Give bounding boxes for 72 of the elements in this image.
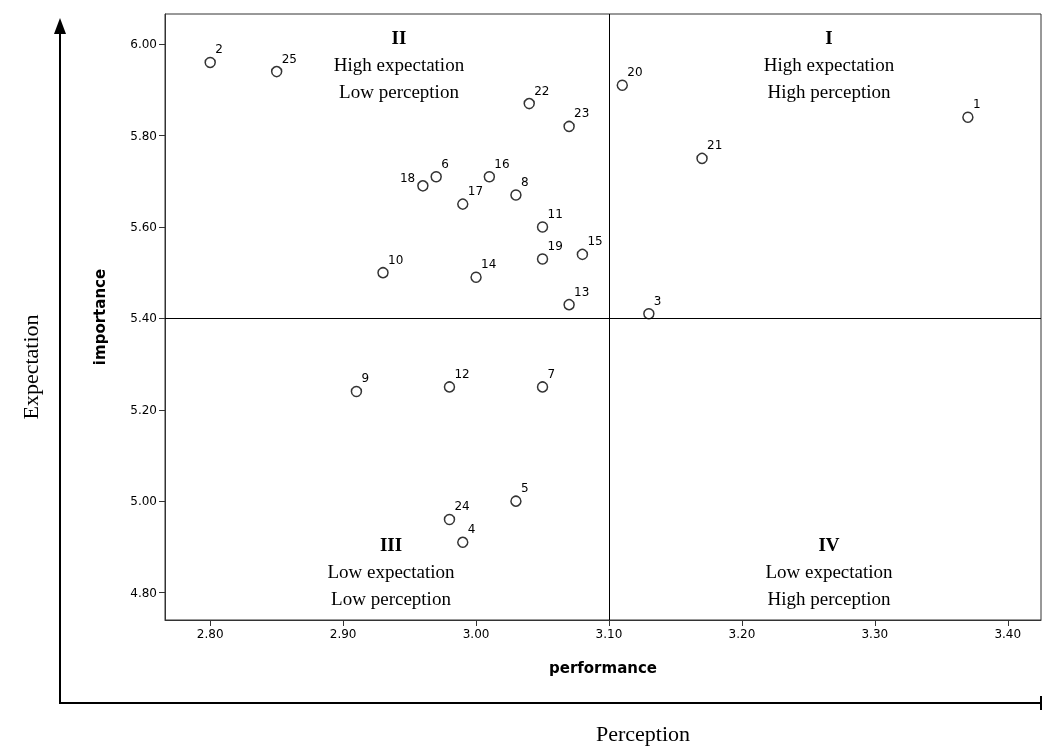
annotation: 8 xyxy=(520,174,529,189)
annotation: 24 xyxy=(454,499,470,514)
point xyxy=(483,170,496,183)
point xyxy=(443,381,456,393)
annotation: II High expectation Low perception xyxy=(333,27,465,102)
point xyxy=(270,65,283,78)
point xyxy=(350,385,363,398)
point xyxy=(510,189,522,201)
point xyxy=(377,266,389,279)
point xyxy=(696,152,708,165)
y-tick-label: 5.40 xyxy=(130,311,157,326)
point xyxy=(962,111,974,124)
point xyxy=(443,513,456,526)
x-axis-title: performance xyxy=(548,658,658,677)
point xyxy=(536,221,549,233)
annotation: 9 xyxy=(361,371,370,386)
y-tick-label: 5.60 xyxy=(130,219,157,234)
y-tick-label: 5.00 xyxy=(130,494,157,509)
annotation: 6 xyxy=(441,156,449,171)
annotation: 4 xyxy=(467,522,476,537)
point xyxy=(457,536,469,549)
x-tick-label: 3.10 xyxy=(595,627,623,641)
annotation: 14 xyxy=(481,257,497,272)
point xyxy=(430,170,442,183)
annotation: 18 xyxy=(399,170,416,185)
y-tick-label: 4.80 xyxy=(130,585,157,600)
x-tick-label: 3.40 xyxy=(994,627,1022,641)
annotation: 21 xyxy=(707,138,723,153)
x-tick-label: 2.90 xyxy=(329,627,357,641)
annotation: 19 xyxy=(547,238,563,253)
annotation: 7 xyxy=(547,366,556,381)
point xyxy=(576,248,589,261)
annotation: IV Low expectation High perception xyxy=(765,534,894,609)
annotation: III Low expectation Low perception xyxy=(327,534,456,609)
x-tick-label: 3.00 xyxy=(462,627,490,641)
point xyxy=(204,56,216,69)
annotation: 20 xyxy=(627,65,643,80)
annotation: 3 xyxy=(653,293,662,308)
annotation: 17 xyxy=(467,184,484,199)
text: Perception xyxy=(595,720,691,746)
annotation: 2 xyxy=(215,42,223,57)
annotation: 11 xyxy=(547,206,563,221)
annotation: 12 xyxy=(454,366,470,381)
point xyxy=(470,271,482,283)
y-tick-label: 6.00 xyxy=(130,37,157,52)
point xyxy=(523,97,535,110)
point xyxy=(616,79,629,92)
point xyxy=(510,495,522,507)
point xyxy=(417,180,429,192)
annotation: 10 xyxy=(388,252,404,267)
text: Expectation xyxy=(17,314,43,420)
x-tick-label: 3.30 xyxy=(861,627,889,641)
point xyxy=(563,120,575,133)
annotation: 25 xyxy=(281,51,297,66)
x-tick-label: 3.20 xyxy=(728,627,756,641)
annotation: 13 xyxy=(574,284,590,299)
annotation: 5 xyxy=(520,481,529,496)
annotation: 22 xyxy=(534,83,550,98)
annotation: 1 xyxy=(972,97,981,112)
point xyxy=(643,308,655,320)
y-tick-label: 5.20 xyxy=(130,402,157,417)
point xyxy=(563,298,575,311)
annotation: I High expectation High perception xyxy=(763,27,895,102)
annotation: 15 xyxy=(587,234,603,249)
y-axis-title: importance xyxy=(90,268,109,366)
point xyxy=(457,198,469,210)
x-tick-label: 2.80 xyxy=(196,627,224,641)
point xyxy=(536,381,549,393)
annotation: 23 xyxy=(574,106,590,121)
y-tick-label: 5.80 xyxy=(130,128,157,143)
annotation: 16 xyxy=(494,156,510,171)
point xyxy=(536,253,549,265)
